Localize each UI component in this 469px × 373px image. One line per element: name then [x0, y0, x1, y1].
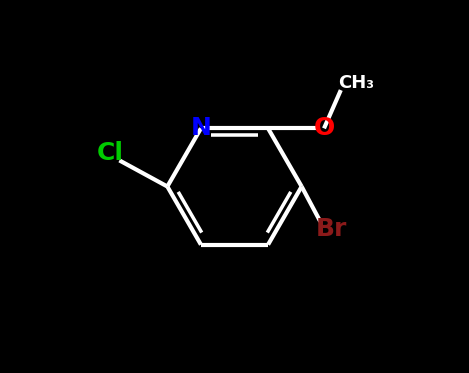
- Text: N: N: [190, 116, 212, 140]
- Text: Br: Br: [316, 217, 347, 241]
- Text: CH₃: CH₃: [338, 73, 374, 92]
- Text: Cl: Cl: [97, 141, 123, 165]
- Text: O: O: [313, 116, 335, 140]
